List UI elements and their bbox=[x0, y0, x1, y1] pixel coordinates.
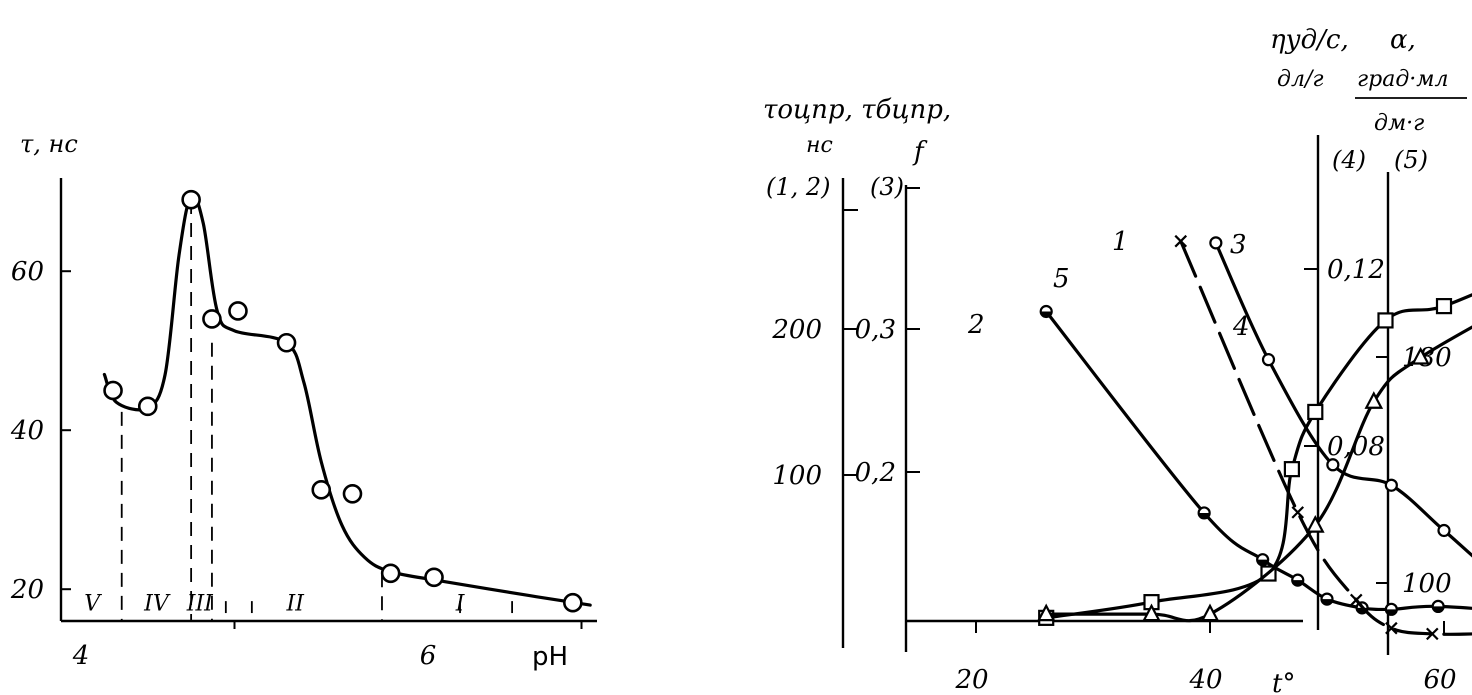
region-label: I bbox=[455, 592, 466, 617]
data-point bbox=[1283, 461, 1301, 478]
y-axis-label: τ, нс bbox=[20, 130, 78, 158]
data-point bbox=[1261, 353, 1276, 367]
x-tick-label: 4 bbox=[72, 641, 90, 671]
y-tick-label: 0,08 bbox=[1327, 432, 1385, 462]
series-4: 4 bbox=[1036, 312, 1472, 623]
marker-fill bbox=[1292, 580, 1304, 586]
data-point bbox=[1256, 553, 1270, 567]
data-point bbox=[1411, 346, 1430, 365]
series-label: 1 bbox=[1112, 227, 1129, 257]
series-label: 2 bbox=[967, 310, 985, 340]
marker-fill bbox=[1321, 599, 1333, 605]
y-axis-unit: дм·г bbox=[1374, 111, 1424, 136]
x-tick-label: 60 bbox=[1423, 665, 1456, 695]
data-point bbox=[424, 567, 444, 588]
data-point bbox=[1142, 603, 1161, 622]
data-point bbox=[342, 483, 363, 504]
data-point bbox=[1307, 403, 1324, 421]
marker-fill bbox=[1198, 512, 1210, 519]
right-chart-temperature: 20 40 60 t° 100 200 τоцпр, τбцпр, нс (1, 2) 0,2 0,… bbox=[763, 25, 1472, 695]
y-axis-label: α, bbox=[1390, 25, 1416, 55]
x-axis-label: t° bbox=[1272, 669, 1295, 695]
data-point bbox=[1385, 621, 1398, 635]
data-point bbox=[1200, 603, 1220, 622]
series-curve bbox=[1214, 241, 1472, 558]
y-axis-label: f bbox=[912, 137, 928, 167]
data-point bbox=[181, 189, 201, 210]
data-point bbox=[1437, 523, 1451, 538]
series-label: 3 bbox=[1230, 230, 1247, 260]
y-tick-label: 0,12 bbox=[1327, 255, 1385, 285]
x-tick-label: 6 bbox=[420, 641, 437, 671]
data-point bbox=[1320, 592, 1334, 606]
y-tick-label: 100 bbox=[772, 461, 822, 491]
data-point bbox=[137, 396, 158, 417]
x-tick-label: 40 bbox=[1188, 665, 1222, 695]
y-axis-unit: град·мл bbox=[1357, 67, 1449, 92]
data-point bbox=[563, 592, 583, 613]
data-point bbox=[228, 301, 248, 321]
data-point bbox=[1305, 515, 1325, 533]
x-axis-label: pH bbox=[532, 642, 568, 672]
y-axis-label: τоцпр, τбцпр, bbox=[763, 95, 951, 125]
series-curve bbox=[1044, 309, 1472, 612]
y-axis-unit: дл/г bbox=[1277, 67, 1323, 92]
series-label: 4 bbox=[1232, 312, 1250, 342]
region-label: III bbox=[186, 592, 214, 617]
data-point bbox=[1431, 599, 1445, 614]
data-point bbox=[1174, 234, 1188, 248]
series-curve bbox=[1179, 239, 1472, 636]
data-point bbox=[1036, 603, 1056, 622]
region-label: V bbox=[84, 592, 102, 617]
y-tick-label: 180 bbox=[1402, 343, 1452, 373]
y-axis-tag: (1, 2) bbox=[766, 173, 831, 201]
data-point bbox=[1426, 627, 1439, 641]
y-tick-label: 200 bbox=[771, 315, 822, 345]
region-label: II bbox=[286, 592, 306, 617]
region-label: IV bbox=[143, 592, 171, 617]
y-tick-label: 0,2 bbox=[855, 458, 896, 488]
series-label: 5 bbox=[1053, 264, 1070, 294]
data-point bbox=[311, 480, 332, 500]
marker-fill bbox=[1040, 311, 1052, 317]
data-point bbox=[1209, 236, 1223, 250]
data-point bbox=[103, 380, 123, 401]
data-point bbox=[1039, 304, 1053, 319]
y-axis-tag: (4) bbox=[1332, 146, 1366, 174]
data-point bbox=[1364, 391, 1384, 409]
y-tick-label: 0,3 bbox=[855, 315, 896, 345]
y-axis-tag: (5) bbox=[1394, 146, 1428, 174]
y-tick-label: 20 bbox=[10, 575, 44, 605]
series-2: 2 bbox=[967, 304, 1472, 616]
data-point bbox=[1377, 312, 1394, 329]
data-point bbox=[276, 332, 297, 353]
series-5: 5 bbox=[1053, 234, 1472, 641]
marker-fill bbox=[1385, 609, 1397, 615]
fit-curve bbox=[102, 192, 592, 607]
marker-fill bbox=[1432, 606, 1444, 612]
data-point bbox=[1291, 573, 1305, 587]
x-tick-label: 20 bbox=[954, 665, 988, 695]
data-point bbox=[202, 309, 222, 329]
data-point bbox=[1326, 458, 1340, 472]
y-tick-label: 40 bbox=[10, 416, 44, 446]
y-tick-label: 60 bbox=[11, 257, 44, 287]
data-point bbox=[1384, 602, 1398, 616]
marker-fill bbox=[1257, 559, 1269, 566]
data-point bbox=[1197, 506, 1211, 520]
data-point bbox=[1435, 298, 1453, 315]
series-3: 3 bbox=[1038, 230, 1472, 626]
data-point bbox=[1349, 593, 1363, 607]
y-axis-unit: нс bbox=[806, 133, 833, 158]
y-tick-label: 100 bbox=[1402, 569, 1452, 599]
y-axis-label: ηуд/c, bbox=[1270, 25, 1349, 55]
data-point bbox=[1291, 506, 1305, 519]
data-point bbox=[1384, 478, 1398, 492]
series-1: 1 bbox=[1112, 227, 1472, 558]
data-point bbox=[380, 563, 401, 584]
y-axis-tag: (3) bbox=[870, 173, 904, 201]
